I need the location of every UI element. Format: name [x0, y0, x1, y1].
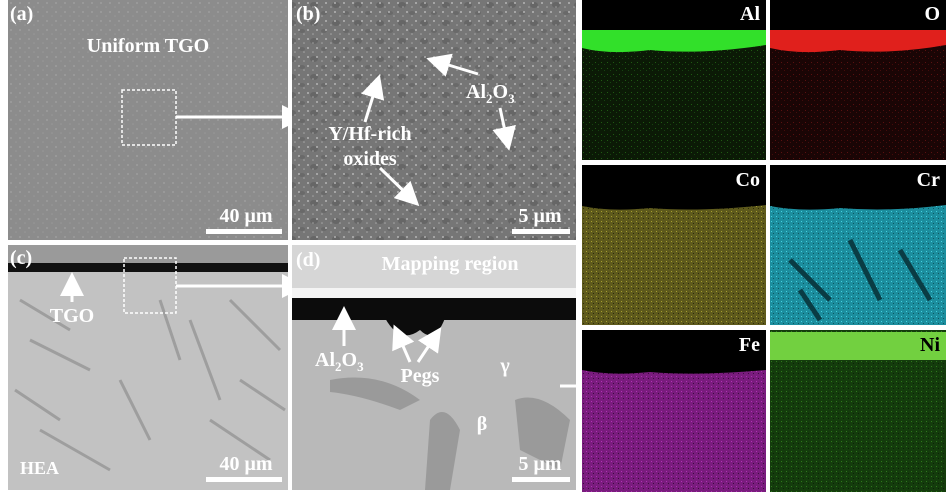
panel-b: (b) Y/Hf-rich oxides Al2O3 5 μm: [292, 0, 576, 240]
o-band: [770, 30, 946, 52]
element-label: Ni: [920, 334, 940, 356]
scale-label: 5 μm: [519, 205, 562, 227]
chem-sub: 3: [357, 359, 364, 374]
scale-label: 5 μm: [519, 453, 562, 475]
scale-bar: [512, 477, 570, 482]
element-label: O: [924, 3, 940, 25]
scale-label: 40 μm: [220, 453, 273, 475]
tgo-layer: [8, 263, 288, 272]
element-label: Fe: [739, 334, 760, 356]
element-label: Cr: [917, 169, 940, 191]
panel-d: (d) Mapping region Al2O3 Pegs γ β 5 μm: [292, 245, 576, 490]
caption: Mapping region: [382, 253, 519, 275]
phase-label: β: [477, 413, 488, 435]
eds-maps: Al O Co Cr Fe Ni: [582, 0, 946, 492]
tgo-layer: [292, 298, 576, 320]
phase-label: γ: [499, 355, 510, 377]
chem: Al: [315, 349, 335, 371]
annotation: Pegs: [401, 365, 440, 387]
panel-label: (b): [296, 3, 320, 25]
panel-c: (c) TGO HEA 40 μm: [8, 245, 300, 490]
coating: [8, 245, 288, 263]
scale-bar: [206, 477, 282, 482]
map-top: [770, 0, 946, 30]
panel-label: (c): [10, 247, 32, 269]
annotation: HEA: [20, 458, 59, 478]
map-top: [582, 0, 766, 30]
panel-label: (a): [10, 3, 33, 25]
annotation: Y/Hf-rich: [328, 123, 411, 145]
chem: Al: [466, 81, 486, 103]
scale-bar: [206, 229, 282, 234]
element-label: Co: [736, 169, 760, 191]
annotation: oxides: [343, 148, 397, 170]
panel-label: (d): [296, 249, 320, 271]
annotation: TGO: [50, 305, 94, 327]
chem: O: [342, 349, 358, 371]
scale-label: 40 μm: [220, 205, 273, 227]
caption: Uniform TGO: [87, 35, 209, 57]
panel-a: (a) Uniform TGO 40 μm: [8, 0, 300, 240]
figure: (a) Uniform TGO 40 μm (b) Y/Hf-rich oxid…: [0, 0, 946, 492]
chem-sub: 3: [508, 91, 515, 106]
chem: O: [493, 81, 509, 103]
scale-bar: [512, 229, 570, 234]
texture: [292, 0, 576, 240]
bright-layer: [292, 288, 576, 298]
element-label: Al: [740, 3, 760, 25]
